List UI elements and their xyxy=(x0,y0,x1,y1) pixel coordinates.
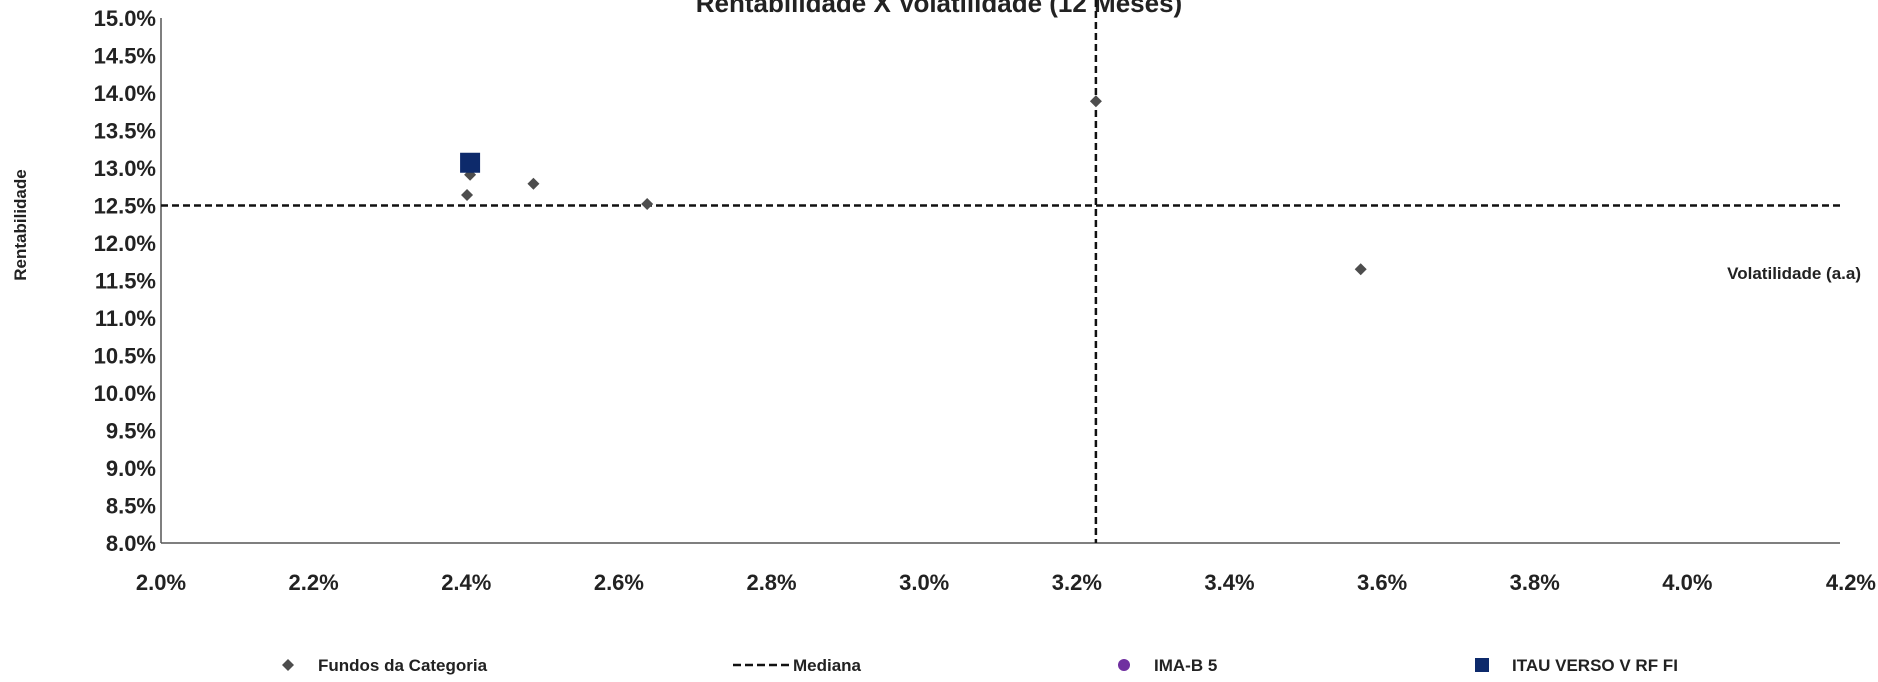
y-tick-label: 9.0% xyxy=(106,456,156,481)
x-tick-label: 2.4% xyxy=(441,570,491,595)
data-point xyxy=(527,177,540,190)
y-tick-label: 12.5% xyxy=(94,194,156,219)
data-point xyxy=(1354,263,1367,276)
legend-marker xyxy=(1475,658,1489,672)
y-tick-label: 9.5% xyxy=(106,419,156,444)
y-tick-label: 10.0% xyxy=(94,381,156,406)
y-tick-label: 8.0% xyxy=(106,531,156,556)
x-tick-label: 3.6% xyxy=(1357,570,1407,595)
y-tick-label: 13.0% xyxy=(94,156,156,181)
y-tick-label: 11.0% xyxy=(95,306,156,331)
x-tick-label: 3.2% xyxy=(1052,570,1102,595)
x-tick-label: 2.6% xyxy=(594,570,644,595)
data-point xyxy=(1089,95,1102,108)
x-axis-label: Volatilidade (a.a) xyxy=(1727,264,1861,283)
x-tick-label: 2.0% xyxy=(136,570,186,595)
data-point xyxy=(461,189,474,201)
y-tick-label: 14.0% xyxy=(94,81,156,106)
legend-label: Mediana xyxy=(793,656,862,675)
y-tick-label: 15.0% xyxy=(94,6,156,31)
legend-marker xyxy=(282,659,294,671)
y-tick-label: 13.5% xyxy=(94,119,156,144)
data-point xyxy=(641,198,654,210)
x-tick-label: 4.0% xyxy=(1662,570,1712,595)
x-tick-label: 3.0% xyxy=(899,570,949,595)
y-tick-label: 10.5% xyxy=(94,344,156,369)
chart-title: Rentabilidade X Volatilidade (12 Meses) xyxy=(696,0,1182,18)
y-tick-label: 8.5% xyxy=(106,494,156,519)
x-tick-label: 2.2% xyxy=(289,570,339,595)
y-tick-label: 12.0% xyxy=(94,231,156,256)
y-tick-label: 11.5% xyxy=(95,269,156,294)
y-tick-label: 14.5% xyxy=(94,44,156,69)
legend-label: Fundos da Categoria xyxy=(318,656,488,675)
y-axis-label: Rentabilidade xyxy=(11,169,30,280)
x-tick-label: 3.4% xyxy=(1204,570,1254,595)
legend-label: ITAU VERSO V RF FI xyxy=(1512,656,1678,675)
data-point xyxy=(460,152,481,173)
x-tick-label: 3.8% xyxy=(1510,570,1560,595)
legend-label: IMA-B 5 xyxy=(1154,656,1217,675)
legend-marker xyxy=(1118,659,1130,671)
x-tick-label: 4.2% xyxy=(1826,570,1876,595)
x-tick-label: 2.8% xyxy=(746,570,796,595)
